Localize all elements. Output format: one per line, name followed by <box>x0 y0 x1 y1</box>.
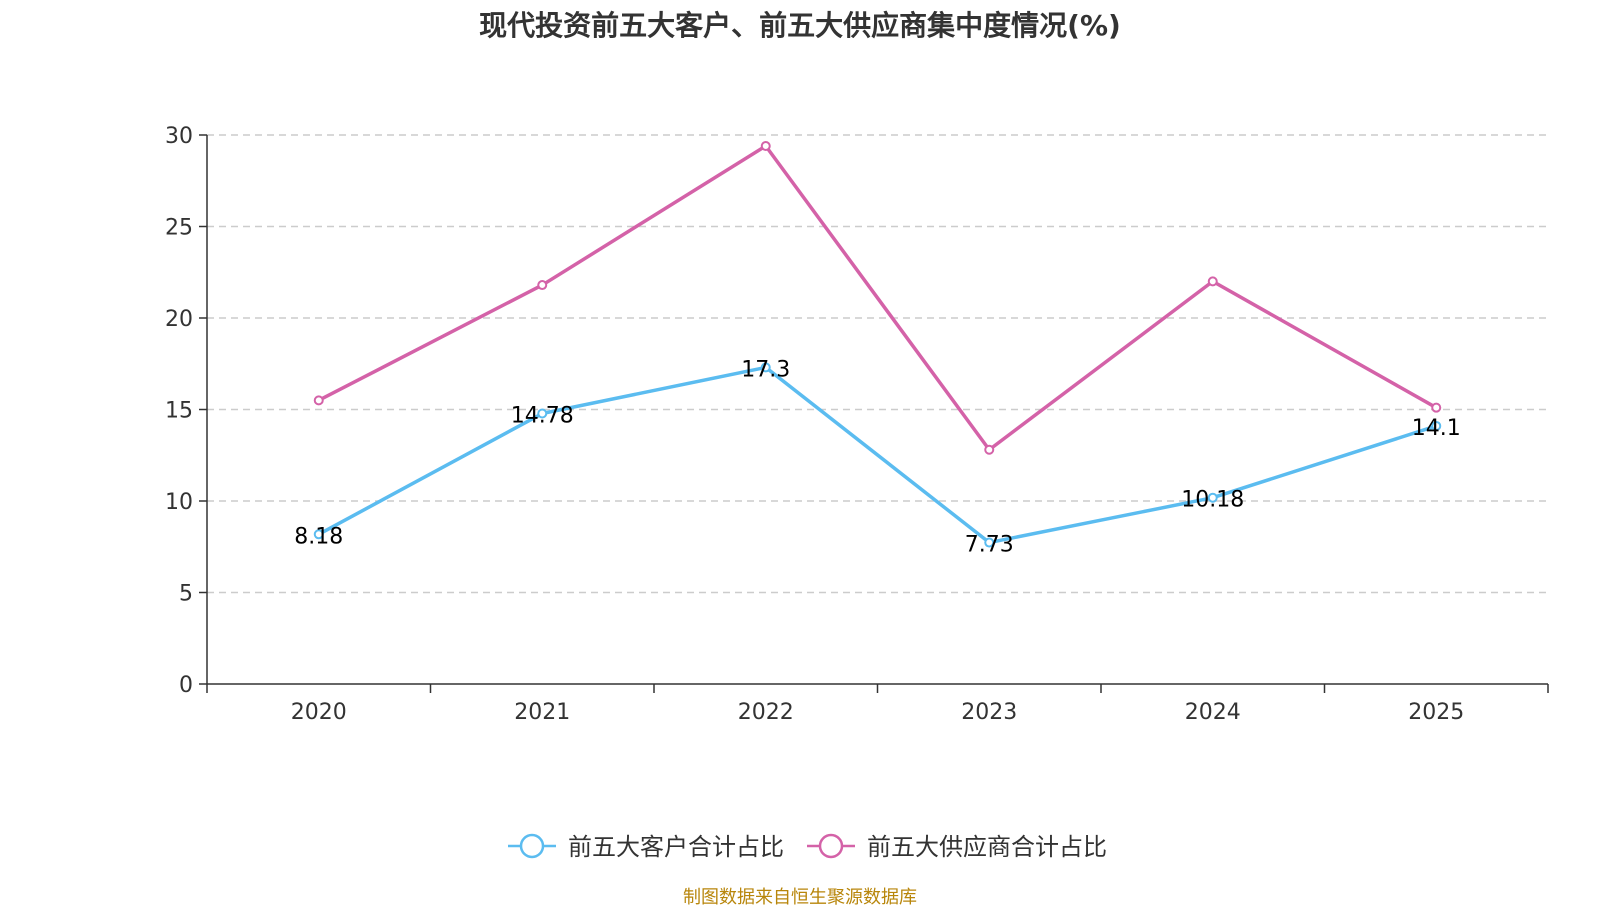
x-tick-label: 2024 <box>1185 700 1241 725</box>
legend-label: 前五大供应商合计占比 <box>867 833 1107 861</box>
y-tick-label: 15 <box>165 399 193 424</box>
y-tick-label: 5 <box>179 582 193 607</box>
data-point <box>537 280 548 291</box>
data-label: 7.73 <box>965 533 1014 558</box>
data-point <box>537 408 548 419</box>
x-tick-label: 2023 <box>961 700 1017 725</box>
legend-swatch-marker <box>519 833 545 859</box>
y-tick-label: 20 <box>165 307 193 332</box>
data-label: 14.1 <box>1412 416 1461 441</box>
x-tick-label: 2022 <box>738 700 794 725</box>
grid-lines <box>207 134 1548 594</box>
data-point <box>1207 276 1218 287</box>
data-label: 8.18 <box>294 524 343 549</box>
data-label: 14.78 <box>511 404 574 429</box>
data-point <box>1207 492 1218 503</box>
y-tick-label: 30 <box>165 124 193 149</box>
data-label: 17.3 <box>741 357 790 382</box>
y-tick-label: 25 <box>165 216 193 241</box>
chart-title: 现代投资前五大客户、前五大供应商集中度情况(%) <box>479 9 1121 42</box>
data-point <box>313 529 324 540</box>
data-label: 10.18 <box>1181 488 1244 513</box>
legend-swatch-marker <box>818 833 844 859</box>
data-point <box>313 395 324 406</box>
x-tick-label: 2025 <box>1408 700 1464 725</box>
legend-label: 前五大客户合计占比 <box>568 833 784 861</box>
y-tick-label: 0 <box>179 673 193 698</box>
data-point <box>1431 420 1442 431</box>
x-tick-label: 2020 <box>291 700 347 725</box>
x-tick-label: 2021 <box>514 700 570 725</box>
y-tick-label: 10 <box>165 490 193 515</box>
series-line-1 <box>317 365 1437 545</box>
data-point <box>984 444 995 455</box>
data-point <box>984 537 995 548</box>
data-point <box>760 140 771 151</box>
legend: 前五大客户合计占比 前五大供应商合计占比 <box>508 833 1107 861</box>
data-point <box>1431 402 1442 413</box>
series-line-2 <box>317 144 1438 452</box>
series <box>313 140 1442 548</box>
data-labels: 8.18 14.78 17.3 7.73 10.18 14.1 <box>294 357 1460 557</box>
data-point <box>760 362 771 373</box>
source-note: 制图数据来自恒生聚源数据库 <box>683 887 917 908</box>
